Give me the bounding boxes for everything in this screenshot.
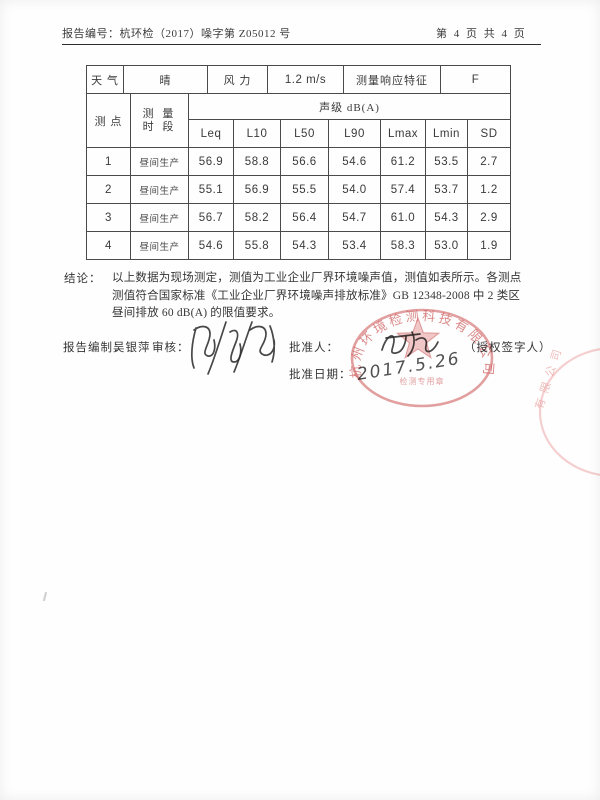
table-row: 1 昼间生产 56.9 58.8 56.6 54.6 61.2 53.5 2.7 <box>86 147 512 176</box>
table-row: 3 昼间生产 56.7 58.2 56.4 54.7 61.0 54.3 2.9 <box>86 203 512 232</box>
prepared-by-name: 吴银萍 <box>113 342 151 354</box>
wind-value: 1.2 m/s <box>267 65 344 94</box>
stamp-star-icon <box>395 316 441 359</box>
lmax-cell: 58.3 <box>380 231 426 260</box>
lmax-cell: 61.2 <box>380 147 426 176</box>
point-cell: 3 <box>86 203 131 232</box>
sd-cell: 1.9 <box>466 231 512 260</box>
lmin-cell: 54.3 <box>425 203 468 232</box>
header-rule <box>62 44 541 45</box>
conclusion-label: 结论： <box>64 273 102 285</box>
l50-cell: 54.3 <box>280 231 329 260</box>
weather-label: 天 气 <box>86 65 124 94</box>
approval-date-label: 批准日期： <box>289 369 352 381</box>
prepared-by-label: 报告编制： <box>63 342 126 354</box>
metric-header-l50: L50 <box>280 119 329 148</box>
l90-cell: 54.0 <box>328 175 381 204</box>
edge-stamp-ring <box>538 348 600 476</box>
leq-cell: 55.1 <box>188 175 234 204</box>
period-cell: 昼间生产 <box>130 203 189 232</box>
lmin-cell: 53.7 <box>425 175 468 204</box>
response-characteristic-value: F <box>440 65 511 94</box>
l90-cell: 54.7 <box>328 203 381 232</box>
metric-header-l90: L90 <box>328 119 381 148</box>
sound-level-header: 声级 dB(A) <box>187 93 512 120</box>
reviewer-label: 审核： <box>152 342 190 354</box>
l50-cell: 55.5 <box>280 175 329 204</box>
period-header-line2: 时 段 <box>142 120 177 133</box>
l10-cell: 58.2 <box>233 203 281 232</box>
period-cell: 昼间生产 <box>130 175 189 204</box>
lmin-cell: 53.0 <box>425 231 468 260</box>
lmax-cell: 61.0 <box>380 203 426 232</box>
l90-cell: 53.4 <box>328 231 381 260</box>
authorized-signer-note: （授权签字人） <box>464 342 552 354</box>
page-indicator: 第 4 页 共 4 页 <box>436 28 527 40</box>
point-cell: 2 <box>86 175 131 204</box>
period-column-header: 测 量 时 段 <box>130 93 189 148</box>
point-cell: 4 <box>86 231 131 260</box>
noise-data-table: 测 点 测 量 时 段 声级 dB(A) Leq L10 L50 L90 Lma… <box>86 93 512 260</box>
weather-table: 天 气 晴 风 力 1.2 m/s 测量响应特征 F <box>86 65 511 94</box>
sd-cell: 1.2 <box>466 175 512 204</box>
report-number: 报告编号：杭环检（2017）噪字第 Z05012 号 <box>62 28 291 40</box>
edge-stamp-text: 有限公司 <box>532 342 566 411</box>
stamp-bottom-text: 检测专用章 <box>400 376 445 386</box>
scan-artifact <box>42 591 48 602</box>
conclusion-text: 以上数据为现场测定，测值为工业企业厂界环境噪声值，测值如表所示。各测点 测值符合… <box>112 270 552 323</box>
l10-cell: 56.9 <box>233 175 281 204</box>
conclusion-line1: 以上数据为现场测定，测值为工业企业厂界环境噪声值，测值如表所示。各测点 <box>112 272 522 284</box>
edge-stamp: 有限公司 <box>532 342 600 476</box>
measurement-tables: 天 气 晴 风 力 1.2 m/s 测量响应特征 F 测 点 测 量 时 段 声… <box>86 65 512 260</box>
l10-cell: 55.8 <box>233 231 281 260</box>
leq-cell: 54.6 <box>188 231 234 260</box>
sd-cell: 2.7 <box>466 147 512 176</box>
point-column-header: 测 点 <box>86 93 131 148</box>
reviewer-signature <box>190 321 276 375</box>
stamp-ring <box>350 308 494 408</box>
metric-header-lmin: Lmin <box>425 119 468 148</box>
conclusion-line2: 测值符合国家标准《工业企业厂界环境噪声排放标准》GB 12348-2008 中 … <box>112 289 521 302</box>
conclusion-line3: 昼间排放 60 dB(A) 的限值要求。 <box>112 307 281 319</box>
weather-value: 晴 <box>123 65 208 94</box>
leq-cell: 56.9 <box>188 147 234 176</box>
metric-header-l10: L10 <box>233 119 281 148</box>
l50-cell: 56.6 <box>280 147 329 176</box>
metric-header-leq: Leq <box>188 119 234 148</box>
period-header-line1: 测 量 <box>142 107 177 120</box>
table-row: 2 昼间生产 55.1 56.9 55.5 54.0 57.4 53.7 1.2 <box>86 175 512 204</box>
leq-cell: 56.7 <box>188 203 234 232</box>
table-row: 4 昼间生产 54.6 55.8 54.3 53.4 58.3 53.0 1.9 <box>86 231 512 260</box>
company-stamp: 杭州环境检测科技有限公司 检测专用章 <box>348 308 494 408</box>
response-characteristic-label: 测量响应特征 <box>343 65 441 94</box>
metric-header-lmax: Lmax <box>380 119 426 148</box>
period-cell: 昼间生产 <box>130 147 189 176</box>
l50-cell: 56.4 <box>280 203 329 232</box>
metric-header-sd: SD <box>466 119 512 148</box>
point-cell: 1 <box>86 147 131 176</box>
lmin-cell: 53.5 <box>425 147 468 176</box>
lmax-cell: 57.4 <box>380 175 426 204</box>
approver-label: 批准人： <box>289 342 339 354</box>
period-cell: 昼间生产 <box>130 231 189 260</box>
l90-cell: 54.6 <box>328 147 381 176</box>
l10-cell: 58.8 <box>233 147 281 176</box>
sd-cell: 2.9 <box>466 203 512 232</box>
wind-label: 风 力 <box>207 65 268 94</box>
